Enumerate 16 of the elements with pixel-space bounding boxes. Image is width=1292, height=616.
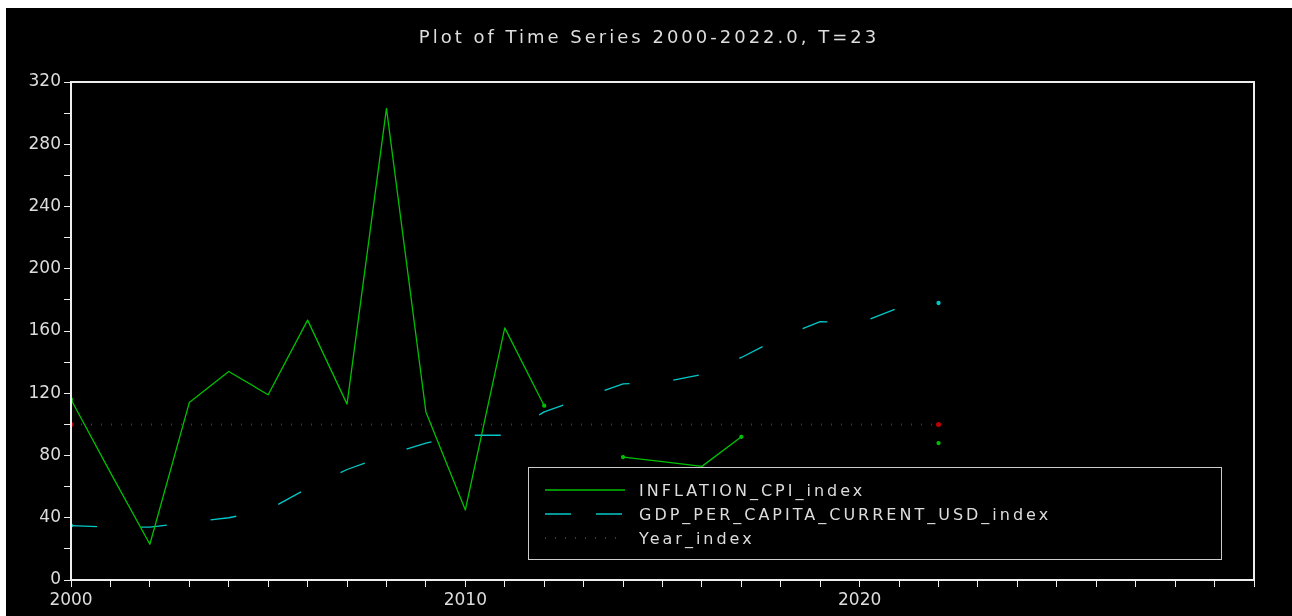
legend-label: GDP_PER_CAPITA_CURRENT_USD_index [639, 504, 1052, 524]
y-tick-label: 120 [28, 381, 61, 402]
legend-label: Year_index [639, 528, 755, 548]
y-tick-label: 40 [39, 506, 61, 527]
y-tick-label: 320 [28, 70, 61, 91]
y-tick-label: 240 [28, 194, 61, 215]
y-tick-label: 160 [28, 319, 61, 340]
y-tick-label: 0 [50, 568, 61, 589]
chart-title: Plot of Time Series 2000-2022.0, T=23 [417, 26, 881, 47]
y-tick-label: 200 [28, 257, 61, 278]
x-tick-label: 2000 [49, 588, 93, 609]
y-tick-label: 280 [28, 132, 61, 153]
y-tick-label: 80 [39, 443, 61, 464]
x-tick-label: 2010 [443, 588, 487, 609]
x-tick-label: 2020 [838, 588, 882, 609]
legend-label: INFLATION_CPI_index [639, 480, 866, 500]
